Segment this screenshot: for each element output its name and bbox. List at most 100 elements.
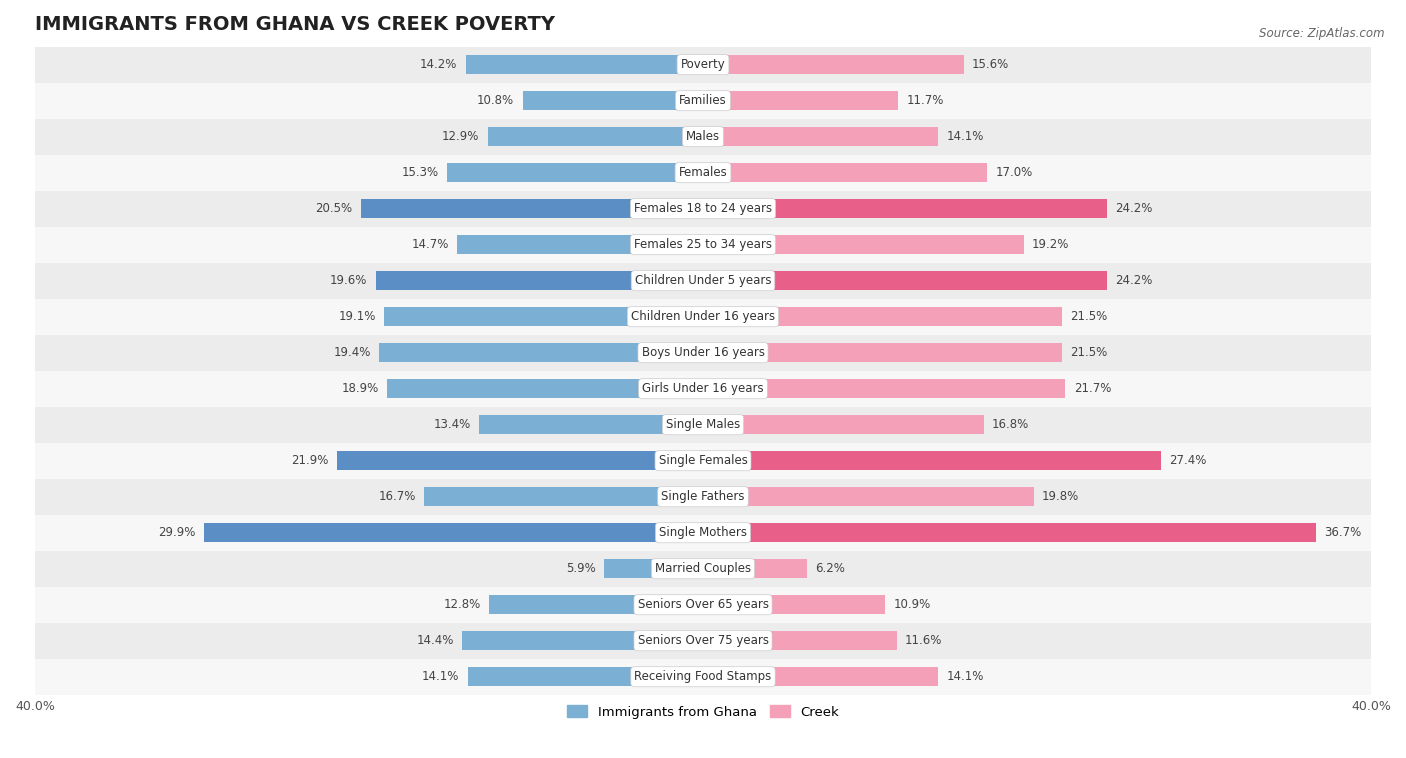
Text: 6.2%: 6.2% xyxy=(815,562,845,575)
Text: 14.7%: 14.7% xyxy=(412,238,449,251)
Bar xyxy=(703,559,807,578)
Bar xyxy=(703,163,987,182)
Bar xyxy=(703,631,897,650)
Text: 14.1%: 14.1% xyxy=(946,130,984,143)
Text: 17.0%: 17.0% xyxy=(995,166,1032,179)
Bar xyxy=(35,191,1371,227)
Bar xyxy=(35,587,1371,623)
Bar xyxy=(703,199,1107,218)
Text: IMMIGRANTS FROM GHANA VS CREEK POVERTY: IMMIGRANTS FROM GHANA VS CREEK POVERTY xyxy=(35,15,555,34)
Text: 11.7%: 11.7% xyxy=(907,94,945,107)
Text: Children Under 5 years: Children Under 5 years xyxy=(634,274,772,287)
Bar xyxy=(447,163,703,182)
Bar xyxy=(703,415,984,434)
Bar xyxy=(457,235,703,254)
Bar xyxy=(35,47,1371,83)
Bar xyxy=(479,415,703,434)
Bar xyxy=(703,595,884,614)
Text: 15.6%: 15.6% xyxy=(972,58,1010,71)
Text: Seniors Over 75 years: Seniors Over 75 years xyxy=(637,634,769,647)
Text: 27.4%: 27.4% xyxy=(1168,454,1206,467)
Bar xyxy=(35,83,1371,119)
Text: 19.4%: 19.4% xyxy=(333,346,371,359)
Bar xyxy=(703,523,1316,542)
Text: Families: Families xyxy=(679,94,727,107)
Text: 19.2%: 19.2% xyxy=(1032,238,1070,251)
Text: 24.2%: 24.2% xyxy=(1115,274,1153,287)
Text: Girls Under 16 years: Girls Under 16 years xyxy=(643,382,763,395)
Text: 29.9%: 29.9% xyxy=(157,526,195,539)
Bar xyxy=(703,379,1066,398)
Bar xyxy=(35,479,1371,515)
Text: 19.6%: 19.6% xyxy=(330,274,367,287)
Text: Females 25 to 34 years: Females 25 to 34 years xyxy=(634,238,772,251)
Bar xyxy=(703,343,1062,362)
Text: 13.4%: 13.4% xyxy=(433,418,471,431)
Text: Children Under 16 years: Children Under 16 years xyxy=(631,310,775,323)
Bar xyxy=(703,91,898,110)
Bar xyxy=(35,623,1371,659)
Text: 10.8%: 10.8% xyxy=(477,94,515,107)
Text: Single Mothers: Single Mothers xyxy=(659,526,747,539)
Bar xyxy=(703,451,1160,470)
Bar xyxy=(35,407,1371,443)
Bar xyxy=(35,443,1371,479)
Text: Poverty: Poverty xyxy=(681,58,725,71)
Bar xyxy=(425,487,703,506)
Bar xyxy=(703,235,1024,254)
Text: 24.2%: 24.2% xyxy=(1115,202,1153,215)
Bar xyxy=(703,271,1107,290)
Text: 18.9%: 18.9% xyxy=(342,382,380,395)
Bar xyxy=(35,119,1371,155)
Bar xyxy=(703,487,1033,506)
Text: 10.9%: 10.9% xyxy=(893,598,931,611)
Bar xyxy=(35,371,1371,407)
Bar xyxy=(465,55,703,74)
Bar xyxy=(35,299,1371,335)
Text: 5.9%: 5.9% xyxy=(567,562,596,575)
Text: 14.4%: 14.4% xyxy=(416,634,454,647)
Bar xyxy=(380,343,703,362)
Text: 11.6%: 11.6% xyxy=(905,634,942,647)
Text: 16.8%: 16.8% xyxy=(993,418,1029,431)
Bar xyxy=(489,595,703,614)
Legend: Immigrants from Ghana, Creek: Immigrants from Ghana, Creek xyxy=(562,700,844,724)
Bar xyxy=(384,307,703,326)
Text: Seniors Over 65 years: Seniors Over 65 years xyxy=(637,598,769,611)
Text: 14.1%: 14.1% xyxy=(422,670,460,683)
Text: Source: ZipAtlas.com: Source: ZipAtlas.com xyxy=(1260,27,1385,39)
Bar xyxy=(463,631,703,650)
Text: Females 18 to 24 years: Females 18 to 24 years xyxy=(634,202,772,215)
Text: 14.1%: 14.1% xyxy=(946,670,984,683)
Text: 19.1%: 19.1% xyxy=(339,310,375,323)
Bar xyxy=(35,335,1371,371)
Text: Single Males: Single Males xyxy=(666,418,740,431)
Bar xyxy=(488,127,703,146)
Bar xyxy=(703,55,963,74)
Bar xyxy=(35,659,1371,695)
Text: Receiving Food Stamps: Receiving Food Stamps xyxy=(634,670,772,683)
Bar xyxy=(35,227,1371,263)
Text: 12.9%: 12.9% xyxy=(441,130,479,143)
Bar xyxy=(35,515,1371,551)
Text: 15.3%: 15.3% xyxy=(402,166,439,179)
Text: Boys Under 16 years: Boys Under 16 years xyxy=(641,346,765,359)
Text: Females: Females xyxy=(679,166,727,179)
Text: Single Females: Single Females xyxy=(658,454,748,467)
Text: 19.8%: 19.8% xyxy=(1042,490,1080,503)
Bar xyxy=(360,199,703,218)
Bar xyxy=(387,379,703,398)
Text: 21.9%: 21.9% xyxy=(291,454,329,467)
Text: 14.2%: 14.2% xyxy=(420,58,457,71)
Text: Married Couples: Married Couples xyxy=(655,562,751,575)
Text: 21.7%: 21.7% xyxy=(1074,382,1111,395)
Bar xyxy=(523,91,703,110)
Bar xyxy=(35,263,1371,299)
Text: 21.5%: 21.5% xyxy=(1070,346,1108,359)
Bar xyxy=(703,667,938,686)
Bar xyxy=(204,523,703,542)
Text: 16.7%: 16.7% xyxy=(378,490,416,503)
Bar xyxy=(703,307,1062,326)
Bar xyxy=(35,551,1371,587)
Bar xyxy=(703,127,938,146)
